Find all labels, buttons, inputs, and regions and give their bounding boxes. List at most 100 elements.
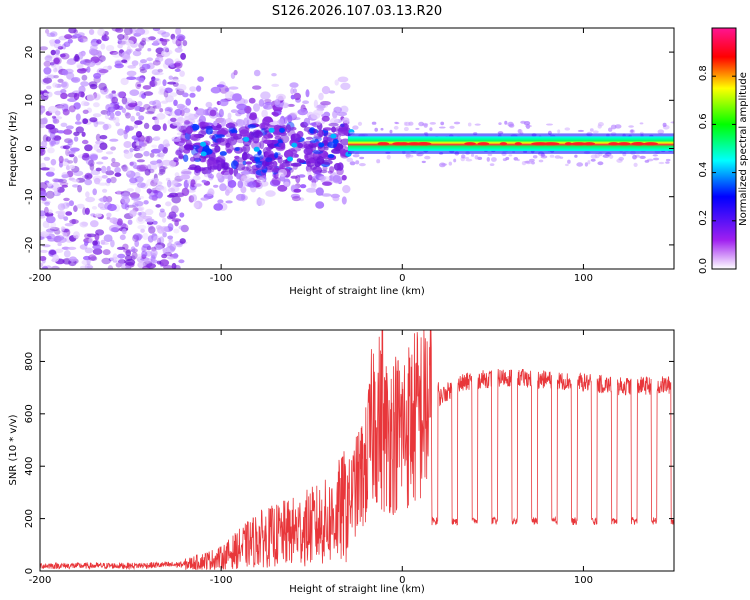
spectrogram-speckle <box>318 92 324 101</box>
spectrogram-speckle <box>106 177 112 184</box>
spectrogram-band-halo <box>491 157 497 162</box>
spectrogram-speckle <box>159 168 166 175</box>
spectrogram-speckle <box>54 229 61 235</box>
spectrogram-speckle <box>189 86 197 92</box>
spectrogram-speckle <box>235 193 246 201</box>
spectrogram-speckle <box>106 216 111 220</box>
spectrogram-speckle <box>82 118 89 125</box>
spectrogram-speckle <box>320 101 331 106</box>
spectrogram-speckle <box>42 265 48 269</box>
spectrogram-band-halo <box>589 128 594 132</box>
spectrogram-speckle <box>269 121 279 126</box>
spectrogram-speckle <box>206 191 214 196</box>
spectrogram-speckle <box>57 203 66 211</box>
spectrogram-speckle <box>117 38 122 44</box>
spectrogram-speckle <box>147 235 154 243</box>
spectrogram-speckle <box>291 195 301 202</box>
spectrogram-speckle <box>145 218 155 223</box>
spectrogram-speckle <box>62 43 67 50</box>
spectrogram-speckle <box>66 202 71 207</box>
spectrogram-speckle <box>290 133 301 142</box>
spectrogram-speckle <box>107 106 116 113</box>
spectrogram-speckle <box>74 121 82 125</box>
spectrogram-speckle <box>151 78 160 82</box>
spectrogram-speckle <box>119 234 126 241</box>
spectrogram-speckle <box>161 100 168 104</box>
spectrogram-speckle <box>283 149 294 159</box>
spectrogram-band-halo <box>464 156 469 160</box>
spectrogram-speckle <box>194 183 202 187</box>
spectrogram-speckle <box>105 151 114 155</box>
spectrogram-band-peak <box>414 142 432 146</box>
spectrogram-speckle <box>140 182 148 189</box>
spectrogram-speckle <box>92 240 98 247</box>
spectrogram-speckle <box>148 226 156 234</box>
spectrogram-speckle <box>183 112 194 119</box>
y-tick-label: 10 <box>24 94 35 107</box>
spectrogram-speckle <box>86 66 91 73</box>
spectrogram-speckle <box>236 103 248 110</box>
spectrogram-speckle <box>133 124 138 129</box>
spectrogram-speckle <box>170 33 176 40</box>
spectrogram-hotspot <box>243 136 250 142</box>
spectrogram-band-peak <box>477 142 490 146</box>
spectrogram-speckle <box>42 220 50 229</box>
spectrogram-speckle <box>79 38 84 43</box>
spectrogram-speckle <box>265 190 276 197</box>
spectrogram-speckle <box>177 35 185 42</box>
spectrogram-speckle <box>58 155 64 164</box>
spectrogram-speckle <box>60 226 65 232</box>
spectrogram-speckle <box>321 86 331 95</box>
spectrogram-speckle <box>213 184 219 188</box>
spectrogram-speckle <box>131 248 138 253</box>
spectrogram-speckle <box>84 172 93 180</box>
spectrogram-speckle <box>133 165 142 170</box>
spectrogram-speckle <box>156 113 166 120</box>
spectrogram-speckle <box>169 92 178 97</box>
spectrogram-band-halo <box>653 157 660 161</box>
spectrogram-speckle <box>198 167 206 171</box>
spectrogram-band-halo <box>438 126 446 129</box>
spectrogram-speckle <box>49 250 57 255</box>
spectrogram-x-ticks: -200 -100 0 100 <box>29 28 593 284</box>
spectrogram-speckle <box>224 87 230 92</box>
spectrogram-speckle <box>45 124 55 130</box>
spectrogram-speckle <box>95 167 102 172</box>
colorbar-gradient <box>712 28 736 269</box>
spectrogram-speckle <box>97 28 106 36</box>
spectrogram-speckle <box>110 227 119 233</box>
spectrogram-speckle <box>121 196 130 205</box>
snr-marks <box>40 330 674 571</box>
spectrogram-speckle <box>146 178 155 187</box>
spectrogram-band-halo <box>453 121 461 125</box>
spectrogram-speckle <box>168 238 173 243</box>
spectrogram-speckle <box>53 137 60 145</box>
spectrogram-speckle <box>167 187 176 193</box>
spectrogram-band-halo <box>359 163 366 167</box>
spectrogram-speckle <box>125 101 130 109</box>
spectrogram-speckle <box>194 167 200 174</box>
spectrogram-speckle <box>225 144 234 153</box>
spectrogram-band-halo <box>532 155 538 159</box>
spectrogram-speckle <box>243 117 250 127</box>
spectrogram-speckle <box>147 48 152 52</box>
spectrogram-speckle <box>215 124 223 129</box>
spectrogram-speckle <box>145 208 154 216</box>
spectrogram-speckle <box>88 237 93 244</box>
colorbar: 0.0 0.2 0.4 0.6 0.8 Normalized spectral ampl… <box>698 27 749 274</box>
spectrogram-speckle <box>52 254 60 262</box>
spectrogram-speckle <box>180 52 187 60</box>
spectrogram-speckle <box>101 257 111 265</box>
spectrogram-speckle <box>182 40 188 47</box>
snr-x-axis-title: Height of straight line (km) <box>289 584 425 595</box>
spectrogram-speckle <box>158 172 164 176</box>
spectrogram-speckle <box>130 115 136 122</box>
spectrogram-band-halo <box>540 153 546 157</box>
spectrogram-speckle <box>135 112 141 117</box>
spectrogram-band-halo <box>403 126 409 132</box>
spectrogram-band-peak <box>379 142 390 146</box>
spectrogram-speckle <box>79 60 87 65</box>
spectrogram-band-halo <box>632 154 637 160</box>
spectrogram-speckle <box>57 78 64 83</box>
spectrogram-band-halo <box>520 120 526 124</box>
